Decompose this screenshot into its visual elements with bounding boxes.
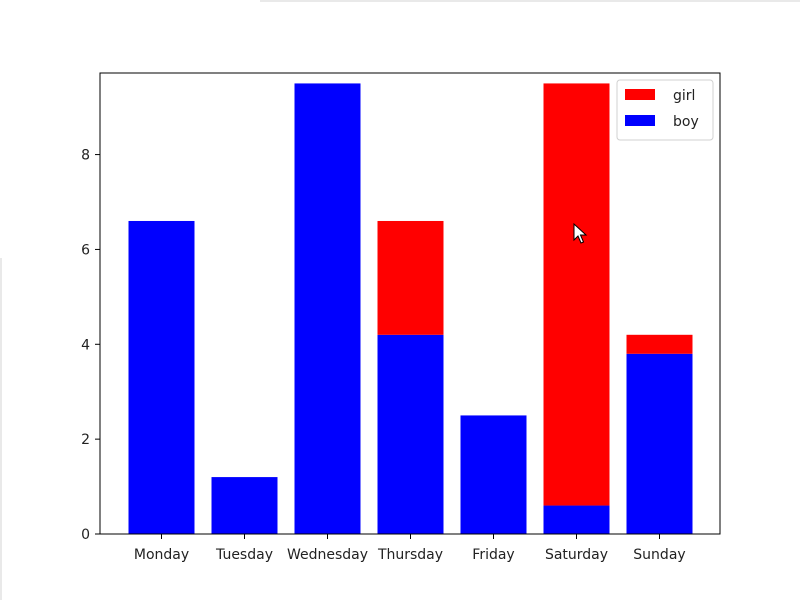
- bar-girl-sunday: [626, 334, 693, 354]
- bar-boy-wednesday: [294, 83, 361, 535]
- bar-boy-sunday: [626, 353, 693, 534]
- bar-girl-saturday: [543, 83, 610, 506]
- bar-boy-thursday: [377, 334, 444, 534]
- mouse-cursor-icon: [573, 222, 588, 244]
- bars-layer: [128, 83, 693, 535]
- bar-boy-saturday: [543, 505, 610, 534]
- legend: girl boy: [616, 79, 714, 141]
- x-tick-label: Tuesday: [215, 547, 273, 563]
- y-tick-label: 8: [81, 148, 90, 164]
- x-tick-label: Saturday: [545, 547, 608, 563]
- background-edge-left: [0, 258, 2, 600]
- bar-boy-friday: [460, 415, 527, 534]
- x-tick-label: Sunday: [633, 547, 685, 563]
- legend-swatch-girl: [625, 89, 655, 100]
- legend-label-boy: boy: [673, 114, 699, 130]
- bar-boy-monday: [128, 220, 195, 534]
- x-tick-label: Thursday: [377, 547, 443, 563]
- legend-swatch-boy: [625, 115, 655, 126]
- y-tick-label: 4: [81, 337, 90, 353]
- y-tick-label: 6: [81, 242, 90, 258]
- x-axis: Monday Tuesday Wednesday Thursday Friday Satu…: [134, 534, 686, 563]
- bar-girl-thursday: [377, 220, 444, 335]
- y-tick-label: 0: [81, 527, 90, 543]
- x-tick-label: Friday: [472, 547, 514, 563]
- legend-label-girl: girl: [673, 88, 695, 104]
- x-tick-label: Monday: [134, 547, 189, 563]
- background-edge-top: [260, 0, 800, 2]
- y-axis: 0 2 4 6 8: [81, 148, 100, 543]
- bar-boy-tuesday: [211, 477, 278, 534]
- y-tick-label: 2: [81, 432, 90, 448]
- x-tick-label: Wednesday: [287, 547, 368, 563]
